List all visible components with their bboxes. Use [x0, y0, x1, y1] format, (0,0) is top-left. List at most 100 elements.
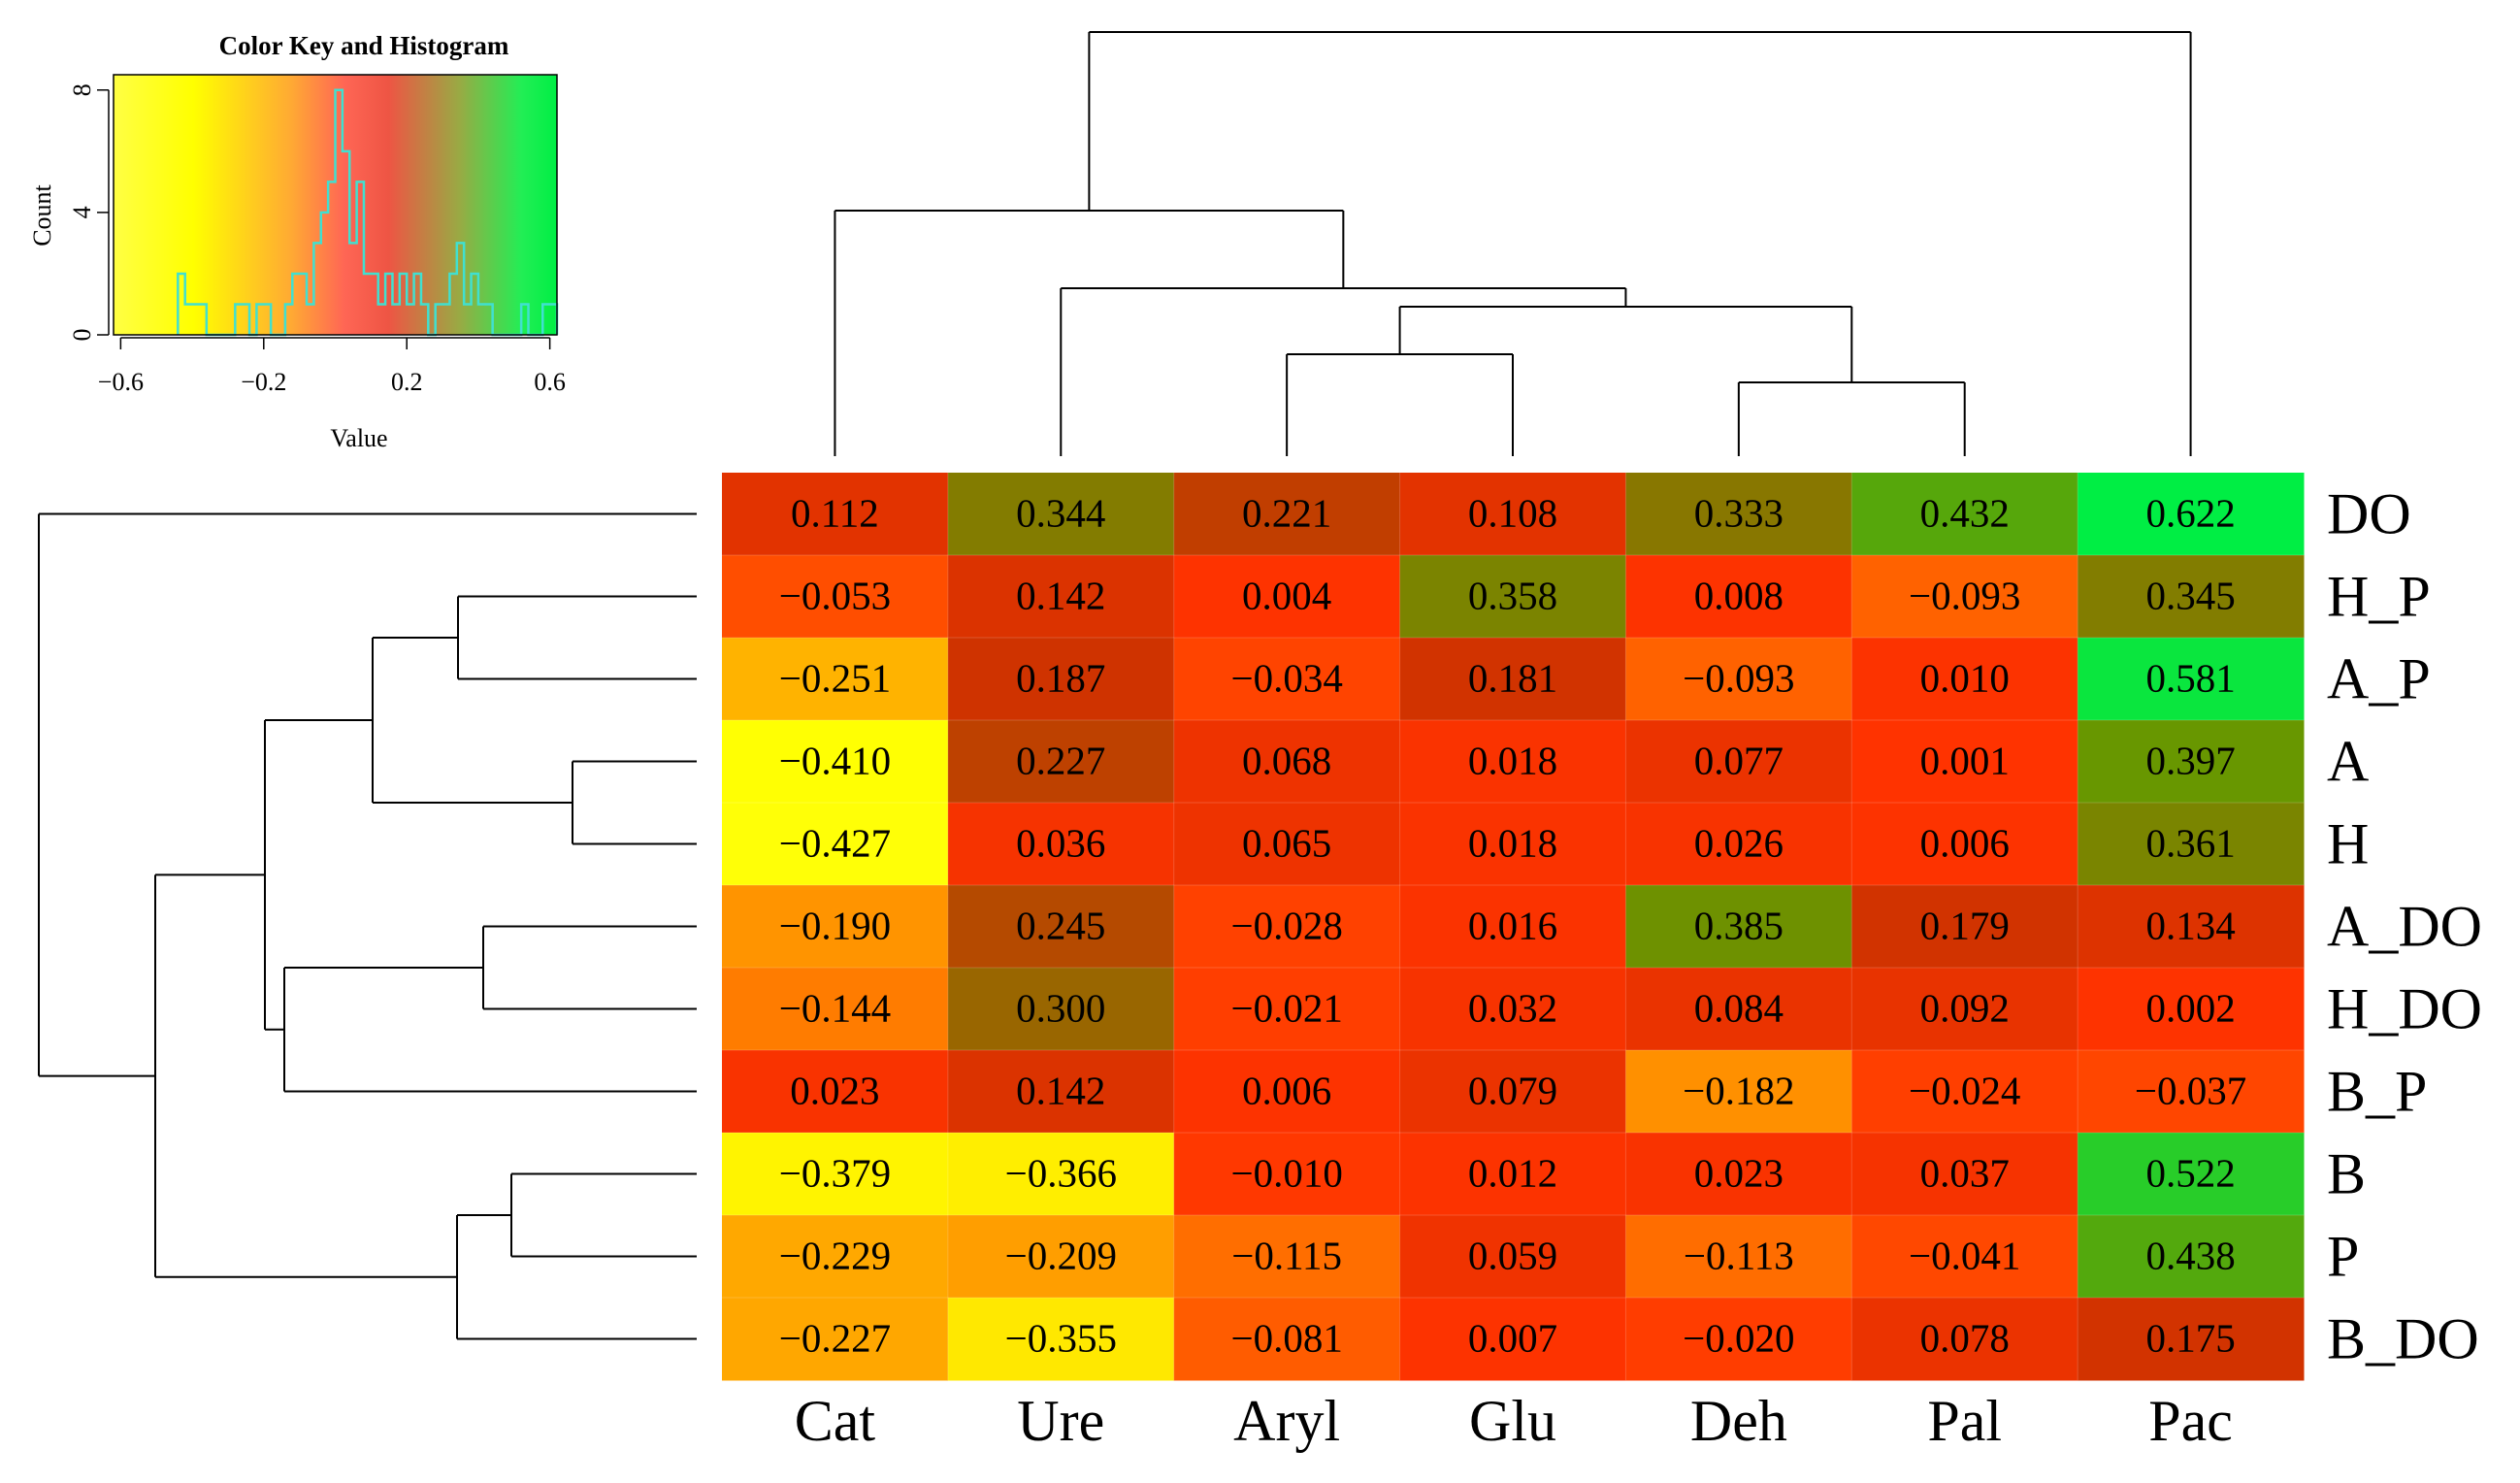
cell-value-label: 0.358 — [1468, 574, 1557, 618]
heatmap-cell — [722, 803, 949, 886]
heatmap-cell — [1399, 638, 1626, 721]
heatmap-cell — [1173, 1133, 1401, 1216]
color-key-y-axis: 0 4 8 — [68, 83, 110, 342]
cell-value-label: −0.010 — [1230, 1151, 1342, 1196]
heatmap-cell — [2078, 1298, 2305, 1381]
heatmap-cell — [947, 1215, 1175, 1299]
heatmap-cell — [1399, 555, 1626, 639]
heatmap-cell — [947, 720, 1175, 804]
cell-value-label: 0.438 — [2145, 1234, 2235, 1278]
cell-value-label: −0.190 — [779, 904, 891, 948]
heatmap-cell — [722, 555, 949, 639]
heatmap-cell — [1625, 473, 1852, 556]
heatmap-cell — [1173, 968, 1401, 1051]
heatmap-cell — [947, 885, 1175, 969]
heatmap-cell — [947, 1050, 1175, 1134]
heatmap-cell — [947, 1298, 1175, 1381]
cell-value-label: 0.112 — [791, 491, 879, 536]
row-label: B_DO — [2327, 1307, 2479, 1371]
heatmap-cell — [1173, 555, 1401, 639]
cell-value-label: −0.355 — [1005, 1316, 1117, 1361]
cell-value-label: −0.041 — [1909, 1234, 2020, 1278]
heatmap-cell — [1399, 1050, 1626, 1134]
heatmap-cell — [1625, 555, 1852, 639]
cell-value-label: 0.522 — [2145, 1151, 2235, 1196]
heatmap-cell — [947, 803, 1175, 886]
cell-value-label: 0.026 — [1694, 821, 1784, 866]
cell-value-label: 0.432 — [1920, 491, 2010, 536]
row-dendrogram — [38, 512, 697, 1340]
x-tick-label: −0.2 — [241, 368, 286, 396]
cell-value-label: 0.300 — [1016, 986, 1105, 1031]
cell-value-label: 0.397 — [2145, 739, 2235, 783]
cell-value-label: −0.251 — [779, 656, 891, 701]
cell-value-label: 0.032 — [1468, 986, 1557, 1031]
cell-value-label: 0.007 — [1468, 1316, 1557, 1361]
heatmap-cell — [1625, 1133, 1852, 1216]
heatmap-cell — [722, 720, 949, 804]
cell-value-label: −0.410 — [779, 739, 891, 783]
heatmap-cell — [1851, 885, 2078, 969]
cell-value-label: 0.245 — [1016, 904, 1105, 948]
cell-value-label: −0.081 — [1230, 1316, 1342, 1361]
cell-value-label: −0.037 — [2135, 1069, 2246, 1113]
cell-value-label: 0.385 — [1694, 904, 1784, 948]
column-label: Pac — [2148, 1389, 2233, 1453]
heatmap-cell — [722, 638, 949, 721]
cell-value-label: 0.175 — [2145, 1316, 2235, 1361]
heatmap-cell — [2078, 1050, 2305, 1134]
cell-value-label: 0.016 — [1468, 904, 1557, 948]
cell-value-label: 0.361 — [2145, 821, 2235, 866]
cell-value-label: 0.333 — [1694, 491, 1784, 536]
color-key-title: Color Key and Histogram — [219, 31, 509, 60]
heatmap-cell — [947, 473, 1175, 556]
x-tick-label: 0.2 — [391, 368, 423, 396]
heatmap-cell — [1399, 1298, 1626, 1381]
heatmap-cell — [1625, 1298, 1852, 1381]
cell-value-label: 0.108 — [1468, 491, 1557, 536]
heatmap-cell — [947, 968, 1175, 1051]
heatmap-cell — [1399, 473, 1626, 556]
row-label: B — [2327, 1142, 2366, 1206]
heatmap-cell — [1173, 638, 1401, 721]
cell-value-label: 0.012 — [1468, 1151, 1557, 1196]
cell-value-label: −0.144 — [779, 986, 891, 1031]
cell-value-label: −0.227 — [779, 1316, 891, 1361]
cell-value-label: −0.093 — [1683, 656, 1794, 701]
cell-value-label: 0.018 — [1468, 739, 1557, 783]
heatmap-cell — [722, 1133, 949, 1216]
cell-value-label: 0.018 — [1468, 821, 1557, 866]
heatmap-cell — [1851, 803, 2078, 886]
cell-value-label: 0.068 — [1242, 739, 1331, 783]
row-label: DO — [2327, 482, 2411, 546]
heatmap-cell — [1399, 885, 1626, 969]
heatmap-cell — [1173, 1215, 1401, 1299]
heatmap-cell — [722, 968, 949, 1051]
cell-value-label: 0.227 — [1016, 739, 1105, 783]
cell-value-label: 0.142 — [1016, 1069, 1105, 1113]
heatmap-cell — [1851, 1133, 2078, 1216]
heatmap-cell — [1399, 720, 1626, 804]
cell-value-label: −0.024 — [1909, 1069, 2020, 1113]
heatmap-cell — [722, 1050, 949, 1134]
cell-value-label: 0.036 — [1016, 821, 1105, 866]
heatmap-cell — [1625, 1050, 1852, 1134]
row-label: A_P — [2327, 647, 2431, 711]
cell-value-label: −0.182 — [1683, 1069, 1794, 1113]
heatmap-cell — [2078, 473, 2305, 556]
row-labels: DO H_P A_P AH A_DO H_DO B_P BP B_DO — [2327, 482, 2482, 1371]
heatmap-cell — [722, 473, 949, 556]
cell-value-label: −0.379 — [779, 1151, 891, 1196]
column-labels: Cat Ure Aryl Glu Deh Pal Pac — [795, 1389, 2233, 1453]
cell-value-label: −0.427 — [779, 821, 891, 866]
heatmap-cell — [1625, 968, 1852, 1051]
cell-value-label: 0.037 — [1920, 1151, 2010, 1196]
heatmap-cell — [1851, 968, 2078, 1051]
heatmap-cell — [2078, 885, 2305, 969]
cell-value-label: 0.077 — [1694, 739, 1784, 783]
column-label: Glu — [1469, 1389, 1556, 1453]
heatmap-cell — [1625, 803, 1852, 886]
cell-value-label: 0.344 — [1016, 491, 1105, 536]
row-label: H — [2327, 812, 2369, 876]
heatmap-cell — [1851, 1050, 2078, 1134]
